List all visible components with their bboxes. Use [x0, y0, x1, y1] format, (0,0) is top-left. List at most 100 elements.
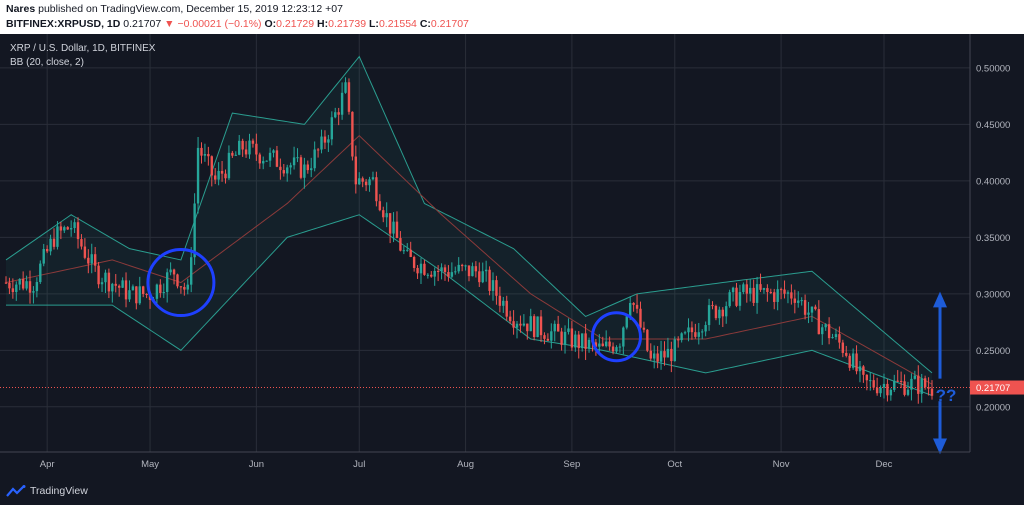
tradingview-logo[interactable]: TradingView [6, 485, 88, 497]
legend-indicator[interactable]: BB (20, close, 2) [10, 57, 84, 68]
candle-body [90, 254, 93, 264]
candle-body [553, 323, 556, 332]
candle-body [457, 264, 460, 272]
candle-body [577, 334, 580, 349]
candle-body [344, 82, 347, 93]
candle-body [858, 366, 862, 372]
candle-body [430, 274, 433, 277]
legend-title: XRP / U.S. Dollar, 1D, BITFINEX [10, 43, 156, 54]
ohlc-line: BITFINEX:XRPUSD, 1D 0.21707 ▼ −0.00021 (… [6, 18, 469, 30]
candle-body [567, 328, 570, 332]
candle-body [814, 306, 817, 310]
candle-body [28, 281, 32, 293]
candle-body [471, 266, 474, 277]
annotation-circle-sep [590, 311, 642, 363]
candle-body [93, 254, 97, 266]
candle-body [272, 150, 275, 153]
publish-header: Nares published on TradingView.com, Dece… [0, 0, 1024, 34]
candle-body [207, 154, 210, 157]
candle-body [399, 238, 402, 251]
candle-body [141, 286, 145, 294]
candle-body [138, 286, 141, 304]
candle-body [862, 366, 865, 375]
candle-body [773, 292, 776, 302]
candle-body [334, 112, 337, 118]
candle-body [179, 286, 183, 288]
bollinger-basis [5, 134, 933, 385]
price-tick-label: 0.50000 [976, 63, 1010, 74]
candle-body [824, 324, 827, 328]
candle-body [841, 342, 845, 353]
candle-body [238, 140, 241, 155]
candle-body [543, 335, 546, 339]
candle-body [649, 350, 652, 359]
candle-body [886, 383, 889, 396]
time-tick-label: Jun [249, 459, 264, 470]
candle-body [731, 287, 735, 293]
candle-body [656, 353, 659, 362]
candle-body [467, 265, 471, 277]
candle-body [268, 152, 272, 161]
candle-body [107, 272, 111, 292]
candle-body [865, 374, 869, 381]
candle-body [560, 331, 563, 345]
price-chart[interactable]: ?? 0.50000 0.45000 0.40000 0.35000 0.30000 0.2… [0, 34, 1024, 475]
candle-body [762, 288, 766, 290]
candle-body [594, 342, 598, 347]
candle-body [265, 160, 268, 162]
price-tick-label: 0.45000 [976, 120, 1010, 131]
candle-body [279, 166, 282, 171]
price-tick-label: 0.40000 [976, 176, 1010, 187]
candle-body [683, 332, 687, 334]
annotation-question-marks: ?? [936, 386, 957, 405]
candle-body [608, 341, 611, 347]
candle-body [392, 221, 395, 234]
candle-body [104, 272, 107, 283]
candle-body [474, 266, 478, 272]
last-price-tag [970, 380, 1024, 395]
candle-body [378, 201, 382, 211]
candle-body [460, 264, 464, 267]
candle-body [97, 265, 100, 285]
candle-body [416, 267, 419, 274]
candle-body [917, 375, 920, 394]
candle-body [721, 309, 724, 317]
candle-body [114, 283, 117, 286]
candle-body [52, 238, 56, 247]
candle-body [896, 380, 899, 382]
candle-body [11, 288, 15, 293]
candle-body [910, 378, 913, 390]
price-tick-label: 0.30000 [976, 289, 1010, 300]
candle-body [587, 339, 591, 349]
candle-body [670, 348, 673, 362]
candle-body [508, 316, 512, 322]
candle-body [522, 323, 526, 326]
candle-body [714, 305, 718, 319]
candle-body [519, 323, 522, 326]
annotation-arrow-up-head [933, 291, 947, 308]
candle-body [49, 238, 52, 252]
candle-body [677, 339, 680, 341]
candle-body [100, 282, 104, 285]
candle-body [25, 281, 28, 289]
candle-body [800, 300, 803, 302]
low-label: L: [369, 18, 379, 30]
candle-body [69, 228, 73, 230]
candle-body [176, 274, 179, 287]
candle-body [450, 272, 454, 277]
candle-body [827, 324, 831, 339]
candle-body [759, 284, 762, 290]
candle-body [659, 351, 663, 362]
author-name[interactable]: Nares [6, 3, 36, 15]
annotation-arrow-down-head [933, 438, 947, 455]
candle-body [248, 140, 251, 155]
candle-body [121, 280, 124, 288]
time-tick-label: Aug [457, 459, 474, 470]
candle-body [255, 143, 258, 155]
candle-body [875, 387, 879, 394]
candle-body [491, 280, 495, 291]
candle-body [214, 175, 217, 180]
candle-body [666, 348, 670, 358]
candle-body [80, 239, 83, 247]
chart-area[interactable]: ?? 0.50000 0.45000 0.40000 0.35000 0.30000 0.2… [0, 34, 1024, 475]
